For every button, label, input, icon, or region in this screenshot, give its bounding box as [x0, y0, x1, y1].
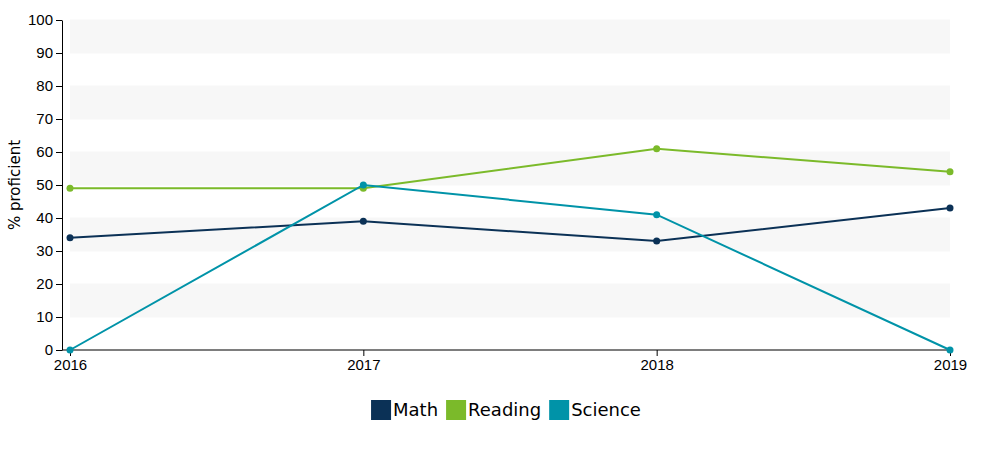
- series-marker: [653, 238, 660, 245]
- series-marker: [67, 185, 74, 192]
- plot-area: [67, 145, 954, 353]
- x-tick: 2017: [347, 350, 380, 373]
- series-marker: [67, 234, 74, 241]
- y-tick-mark: [56, 86, 62, 87]
- grid-line: [70, 20, 950, 21]
- grid-line: [70, 119, 950, 120]
- x-axis-line: [62, 350, 950, 351]
- x-tick-label: 2017: [347, 356, 380, 373]
- y-tick-mark: [56, 284, 62, 285]
- y-tick-mark: [56, 53, 62, 54]
- y-tick: 40: [36, 209, 62, 226]
- y-tick-label: 70: [36, 110, 53, 127]
- y-tick-label: 20: [36, 275, 53, 292]
- grid-line: [70, 251, 950, 252]
- x-tick: 2018: [640, 350, 673, 373]
- y-tick: 30: [36, 242, 62, 259]
- grid-line: [70, 185, 950, 186]
- series-line: [70, 185, 950, 350]
- y-tick-mark: [56, 317, 62, 318]
- series-marker: [67, 347, 74, 354]
- x-tick-label: 2016: [54, 356, 87, 373]
- chart: 0 10 20 30 40 50 60 70 80 90 100 2016 2017 2018 2019 % …: [0, 0, 1000, 450]
- series-marker: [947, 168, 954, 175]
- legend-swatch: [371, 400, 391, 420]
- y-tick: 70: [36, 110, 62, 127]
- y-tick: 50: [36, 176, 62, 193]
- series-line: [70, 149, 950, 189]
- y-tick-mark: [56, 350, 62, 351]
- legend-label: Reading: [468, 399, 541, 420]
- y-tick-label: 90: [36, 44, 53, 61]
- y-tick: 90: [36, 44, 62, 61]
- y-axis-line: [62, 21, 63, 351]
- y-axis: 0 10 20 30 40 50 60 70 80 90 100: [28, 11, 63, 358]
- legend-item: Reading: [446, 399, 541, 420]
- y-tick-mark: [56, 20, 62, 21]
- y-tick-label: 80: [36, 77, 53, 94]
- y-tick: 10: [36, 308, 62, 325]
- x-axis: 2016 2017 2018 2019: [54, 350, 967, 373]
- y-tick: 80: [36, 77, 62, 94]
- y-tick-label: 30: [36, 242, 53, 259]
- y-tick-label: 40: [36, 209, 53, 226]
- grid-line: [70, 284, 950, 285]
- legend-label: Science: [571, 399, 641, 420]
- grid-line: [70, 218, 950, 219]
- y-tick-mark: [56, 119, 62, 120]
- series-marker: [947, 347, 954, 354]
- y-tick-label: 50: [36, 176, 53, 193]
- series-line: [70, 208, 950, 241]
- legend-swatch: [549, 400, 569, 420]
- grid-line: [70, 53, 950, 54]
- y-tick-mark: [56, 251, 62, 252]
- series-marker: [653, 211, 660, 218]
- grid-line: [70, 152, 950, 153]
- y-tick: 100: [28, 11, 62, 28]
- y-tick-label: 100: [28, 11, 53, 28]
- x-tick-label: 2018: [640, 356, 673, 373]
- y-tick-mark: [56, 185, 62, 186]
- series-marker: [653, 145, 660, 152]
- legend-label: Math: [393, 399, 438, 420]
- series-marker: [360, 218, 367, 225]
- legend-swatch: [446, 400, 466, 420]
- y-tick-label: 60: [36, 143, 53, 160]
- series-marker: [360, 182, 367, 189]
- grid-band: [70, 86, 950, 119]
- legend-item: Science: [549, 399, 641, 420]
- y-tick: 20: [36, 275, 62, 292]
- x-tick-label: 2019: [934, 356, 967, 373]
- grid-band: [70, 20, 950, 53]
- y-tick-mark: [56, 152, 62, 153]
- grid-line: [70, 317, 950, 318]
- y-axis-title: % proficient: [6, 140, 24, 230]
- y-tick: 60: [36, 143, 62, 160]
- y-tick-mark: [56, 218, 62, 219]
- y-tick-label: 10: [36, 308, 53, 325]
- y-tick-label: 0: [45, 341, 53, 358]
- grid: [70, 20, 950, 350]
- legend: Math Reading Science: [371, 399, 641, 420]
- series-marker: [947, 205, 954, 212]
- legend-item: Math: [371, 399, 438, 420]
- grid-line: [70, 86, 950, 87]
